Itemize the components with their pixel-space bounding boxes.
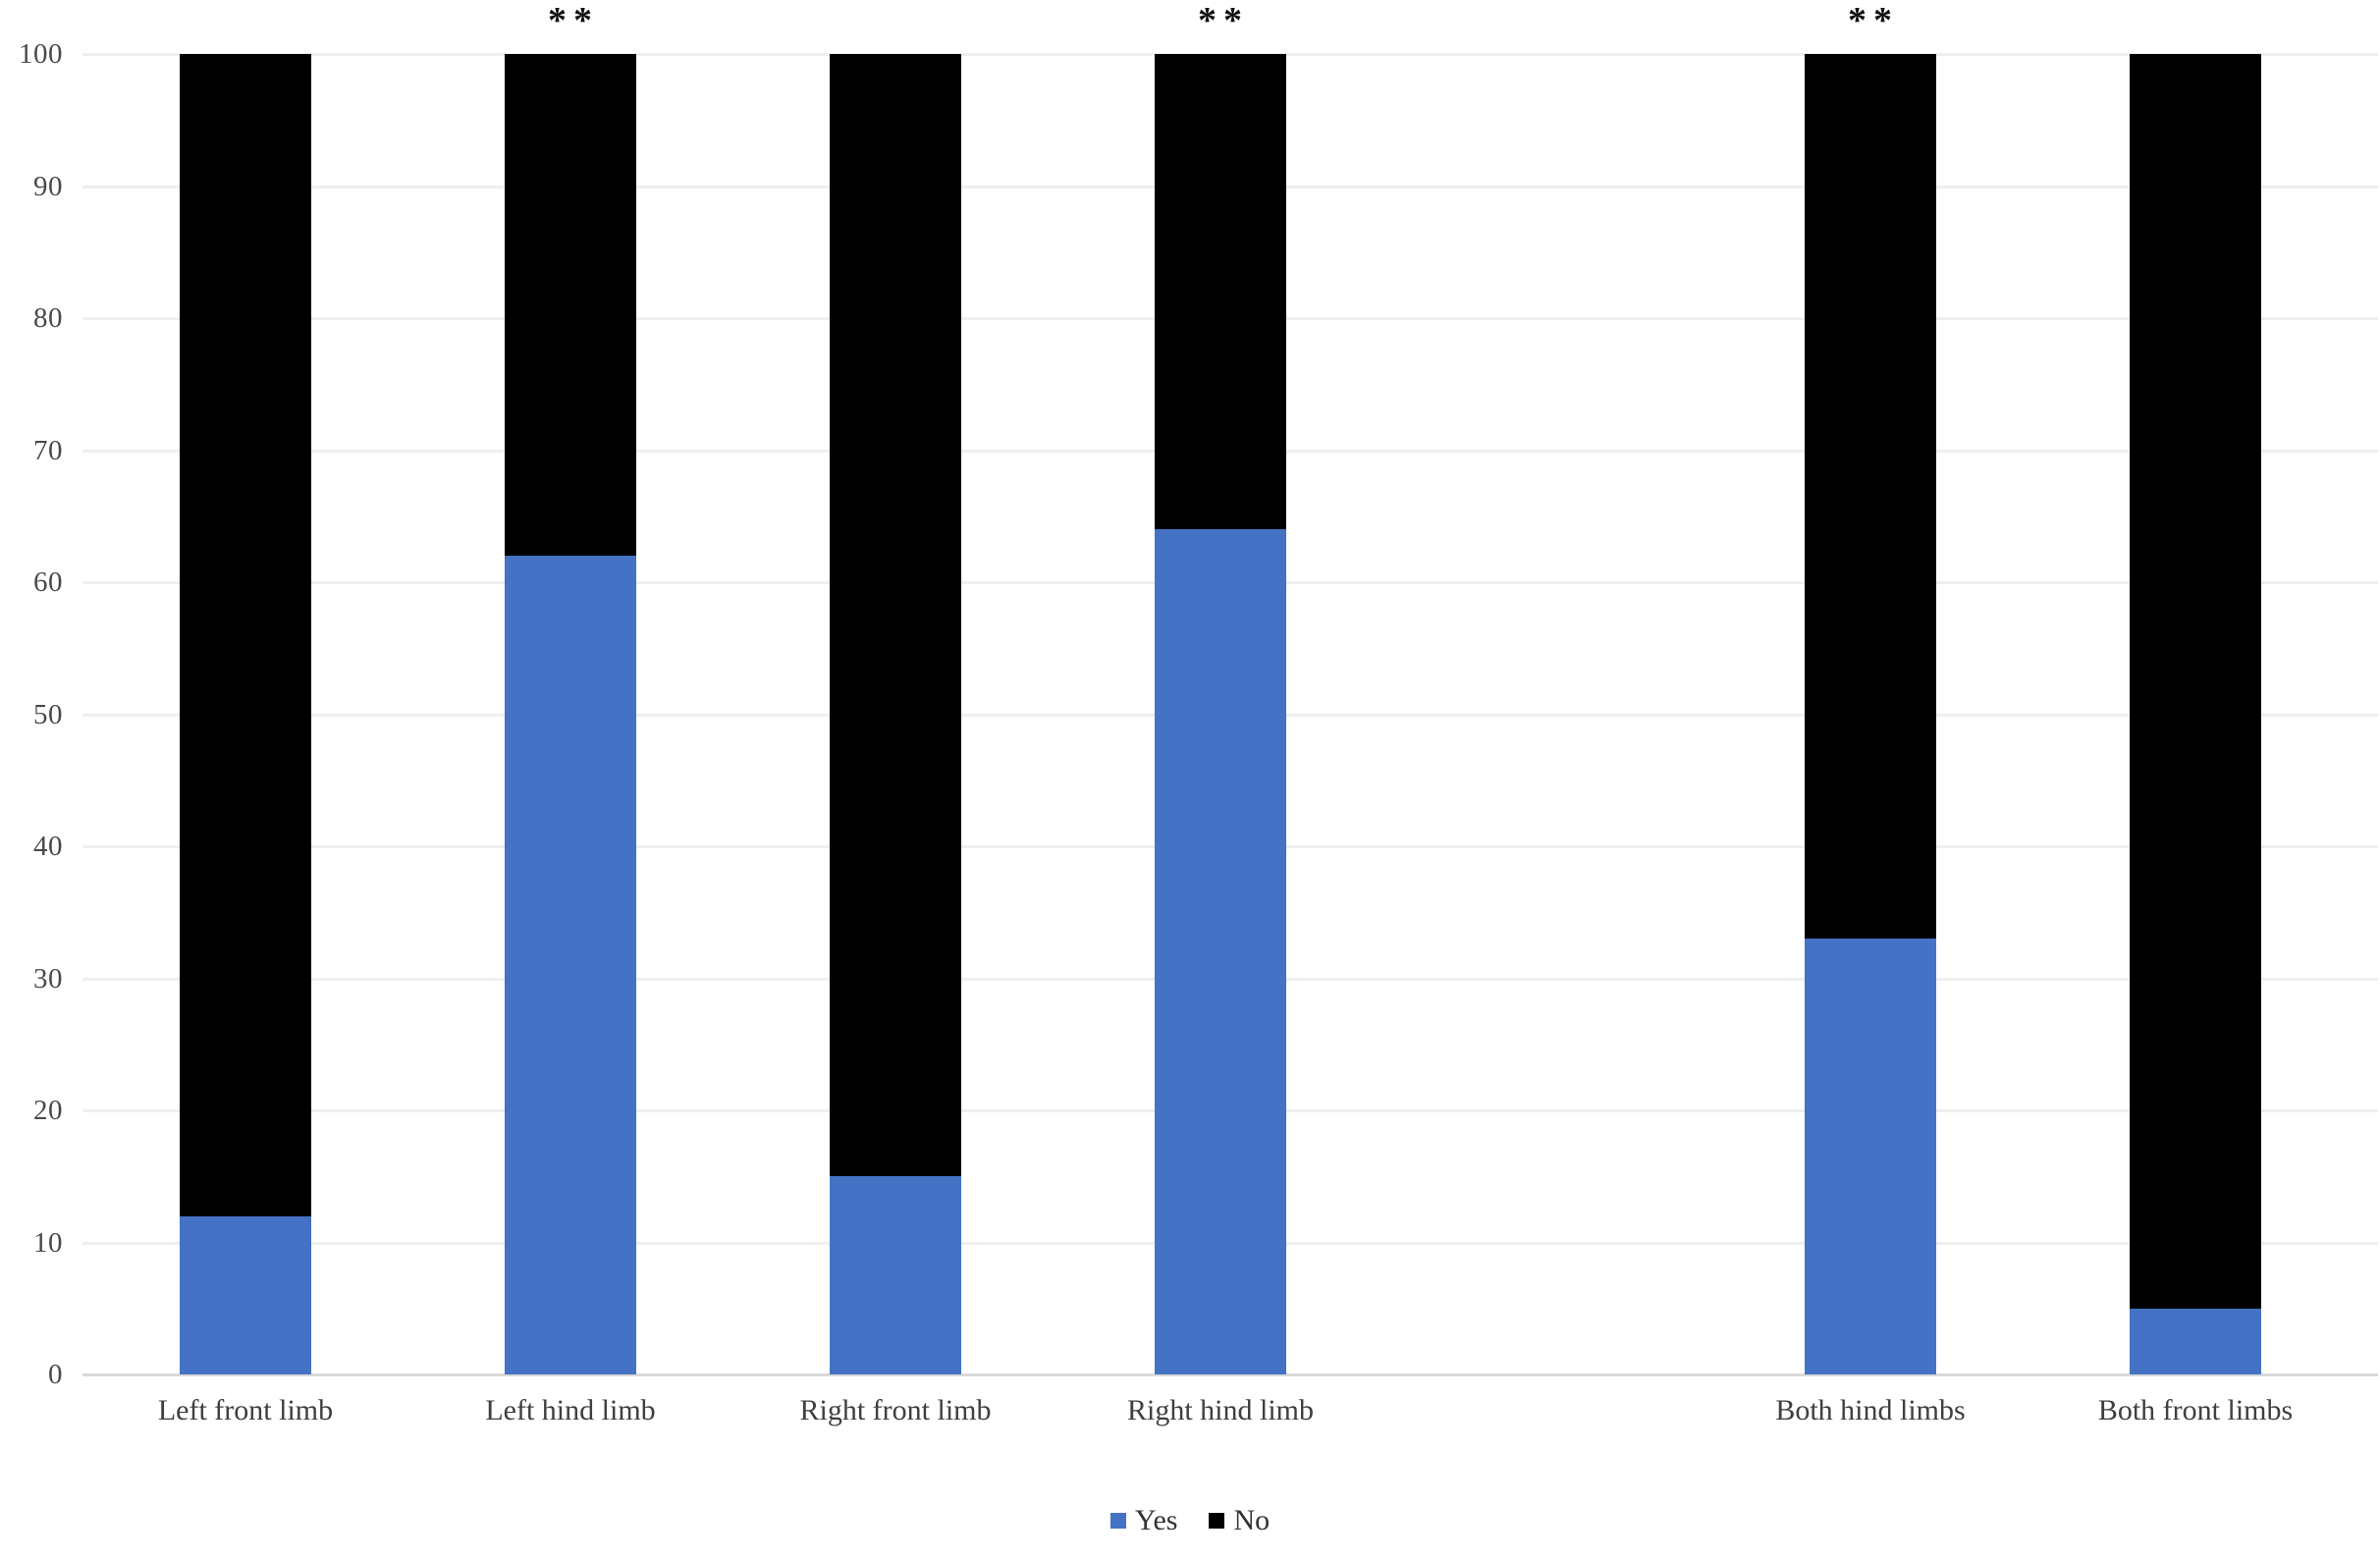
legend-label-yes: Yes: [1134, 1504, 1178, 1536]
bar-segment-yes: [2130, 1309, 2261, 1374]
y-tick-label: 0: [48, 1359, 63, 1390]
significance-marker: **: [548, 0, 599, 41]
bar-segment-no: [1155, 54, 1286, 529]
bar-segment-no: [1805, 54, 1936, 939]
legend-item-yes: Yes: [1109, 1504, 1178, 1537]
y-tick-label: 30: [33, 963, 63, 995]
bar-segment-yes: [1155, 529, 1286, 1374]
y-tick-label: 80: [33, 302, 63, 334]
y-tick-label: 70: [33, 435, 63, 466]
legend-swatch-no: [1209, 1513, 1225, 1529]
y-tick-label: 50: [33, 699, 63, 730]
bar-segment-yes: [830, 1176, 961, 1374]
significance-marker: **: [1198, 0, 1249, 41]
bar-segment-no: [505, 54, 636, 556]
category-label: Right front limb: [799, 1394, 992, 1426]
chart-legend: Yes No: [0, 1504, 2380, 1537]
y-tick-label: 60: [33, 566, 63, 598]
y-tick-label: 40: [33, 831, 63, 862]
legend-item-no: No: [1209, 1504, 1270, 1537]
category-label: Right hind limb: [1126, 1394, 1315, 1426]
legend-swatch-yes: [1109, 1513, 1126, 1529]
bar-segment-yes: [1805, 939, 1936, 1374]
significance-marker: **: [1848, 0, 1899, 41]
x-axis-baseline: [82, 1373, 2378, 1376]
bar-segment-no: [180, 54, 311, 1216]
y-tick-label: 20: [33, 1095, 63, 1126]
legend-label-no: No: [1233, 1504, 1271, 1536]
category-label: Both front limbs: [2097, 1394, 2294, 1426]
category-label: Left hind limb: [485, 1394, 656, 1426]
bar-segment-yes: [180, 1216, 311, 1374]
category-label: Left front limb: [157, 1394, 334, 1426]
y-tick-label: 10: [33, 1227, 63, 1259]
y-tick-label: 100: [19, 38, 63, 70]
bar-segment-yes: [505, 556, 636, 1374]
bar-segment-no: [830, 54, 961, 1176]
bar-segment-no: [2130, 54, 2261, 1309]
category-label: Both hind limbs: [1775, 1394, 1966, 1426]
y-tick-label: 90: [33, 171, 63, 202]
